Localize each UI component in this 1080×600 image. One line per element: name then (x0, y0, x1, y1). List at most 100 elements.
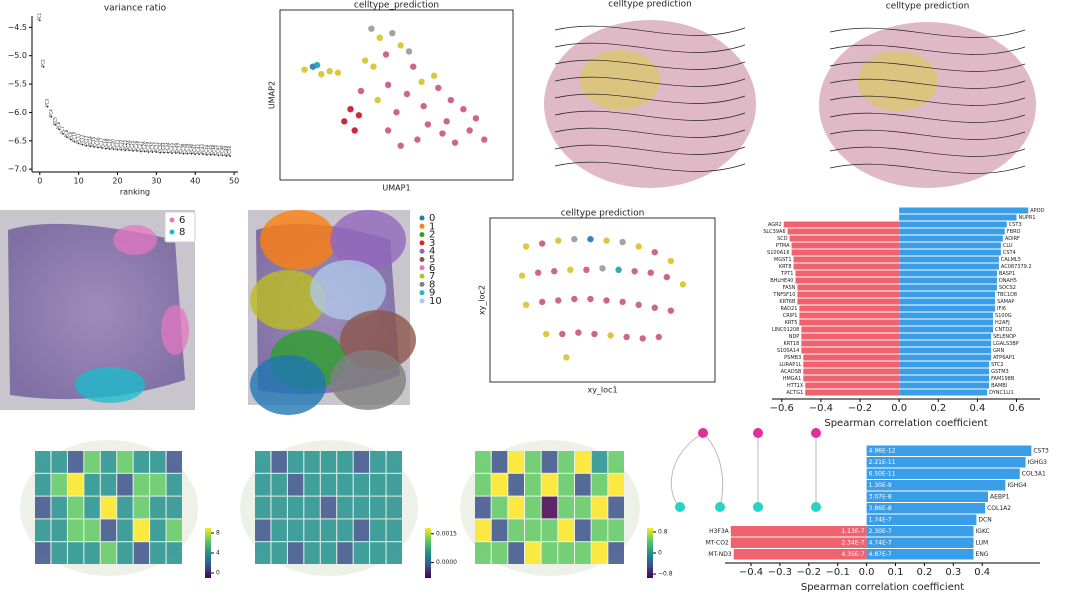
bar (899, 361, 990, 368)
streamline (554, 59, 746, 70)
p-value: 2.30E-7 (869, 528, 892, 535)
bar-label: MT-CO2 (706, 539, 729, 546)
spot (67, 496, 84, 519)
bar (795, 277, 900, 284)
spot (608, 496, 624, 519)
bar (803, 375, 900, 382)
cluster-region (330, 350, 406, 410)
spot (67, 542, 84, 564)
bar-label: ACTG1 (786, 390, 803, 396)
point (89, 145, 92, 148)
point-label: PC23 (122, 140, 127, 151)
point-label: PC5 (52, 117, 57, 125)
bar (799, 319, 900, 326)
point (567, 266, 574, 273)
legend-marker (169, 217, 175, 223)
bar (899, 221, 1007, 228)
spot (475, 542, 491, 564)
point-label: PC36 (173, 143, 178, 154)
bar-label: CNTD2 (995, 327, 1012, 333)
bar-label: H2AFJ (995, 320, 1010, 326)
spot (133, 519, 150, 542)
point (151, 151, 154, 153)
bar (801, 333, 900, 340)
bar-label: NDP (789, 334, 800, 340)
spot (287, 473, 304, 496)
spot (100, 451, 117, 473)
point (93, 146, 95, 148)
colorbar (205, 528, 211, 578)
point (202, 153, 204, 156)
bar-label: KRT18 (784, 341, 800, 347)
bar (801, 347, 900, 354)
point (667, 257, 675, 265)
spot (575, 542, 591, 564)
point-label: PC1 (37, 12, 42, 20)
bar-label: CST3 (1009, 222, 1022, 228)
node (753, 502, 763, 512)
spot (337, 542, 353, 564)
bar-label: S100G (995, 313, 1012, 319)
spot (591, 542, 608, 564)
bar (783, 221, 900, 228)
point (603, 237, 610, 244)
bar-label: ACADSB (781, 369, 802, 375)
bar-label: PTMA (776, 243, 790, 249)
spot (608, 473, 624, 496)
spot (166, 496, 182, 519)
bar (866, 514, 977, 525)
point-label: PC26 (134, 140, 139, 151)
point (124, 149, 127, 152)
point (651, 249, 658, 256)
spot (353, 542, 370, 564)
bar (733, 549, 867, 560)
colorbar-tick-label: 0.0015 (436, 530, 457, 537)
spot (575, 451, 591, 473)
bar-label: ENG (976, 551, 989, 558)
point-label: PC43 (200, 144, 205, 155)
point (190, 153, 193, 155)
spot (386, 519, 402, 542)
streamline (554, 161, 746, 172)
spot (304, 496, 320, 519)
node (675, 502, 685, 512)
stream-background (819, 22, 1036, 188)
bar-label: TNFSF10 (772, 292, 795, 298)
spot (558, 519, 574, 542)
point (370, 63, 377, 70)
point (313, 61, 321, 69)
spot (541, 451, 558, 473)
p-value: 3.86E-8 (869, 505, 892, 512)
spot (117, 519, 133, 542)
bar (866, 445, 1032, 456)
point-label: PC33 (161, 142, 166, 153)
spot (287, 542, 304, 564)
bar-label: CALML5 (1001, 257, 1021, 263)
point (583, 266, 590, 273)
bar (899, 368, 990, 375)
point (116, 149, 119, 151)
spot (591, 451, 608, 473)
point-label: PC48 (219, 145, 224, 156)
point-label: PC9 (68, 131, 73, 139)
point (54, 124, 57, 126)
point (563, 354, 570, 361)
x-tick-label: 0.2 (916, 567, 932, 578)
p-value: 4.87E-7 (869, 551, 892, 558)
bar (801, 326, 900, 333)
bar-label: TBC1D8 (996, 292, 1017, 298)
bar (866, 480, 1006, 491)
point (132, 150, 134, 152)
bar-label: KRT8 (779, 264, 792, 270)
point (112, 148, 115, 151)
point (623, 333, 630, 341)
bar-label: S100A16 (767, 250, 790, 256)
bar (899, 235, 1003, 242)
spot (475, 519, 491, 542)
cluster-region (250, 355, 326, 415)
point (301, 66, 308, 73)
y-axis-label: xy_loc2 (478, 285, 487, 315)
legend-label: 4 (429, 246, 435, 257)
x-tick-label: 0.3 (945, 567, 961, 578)
